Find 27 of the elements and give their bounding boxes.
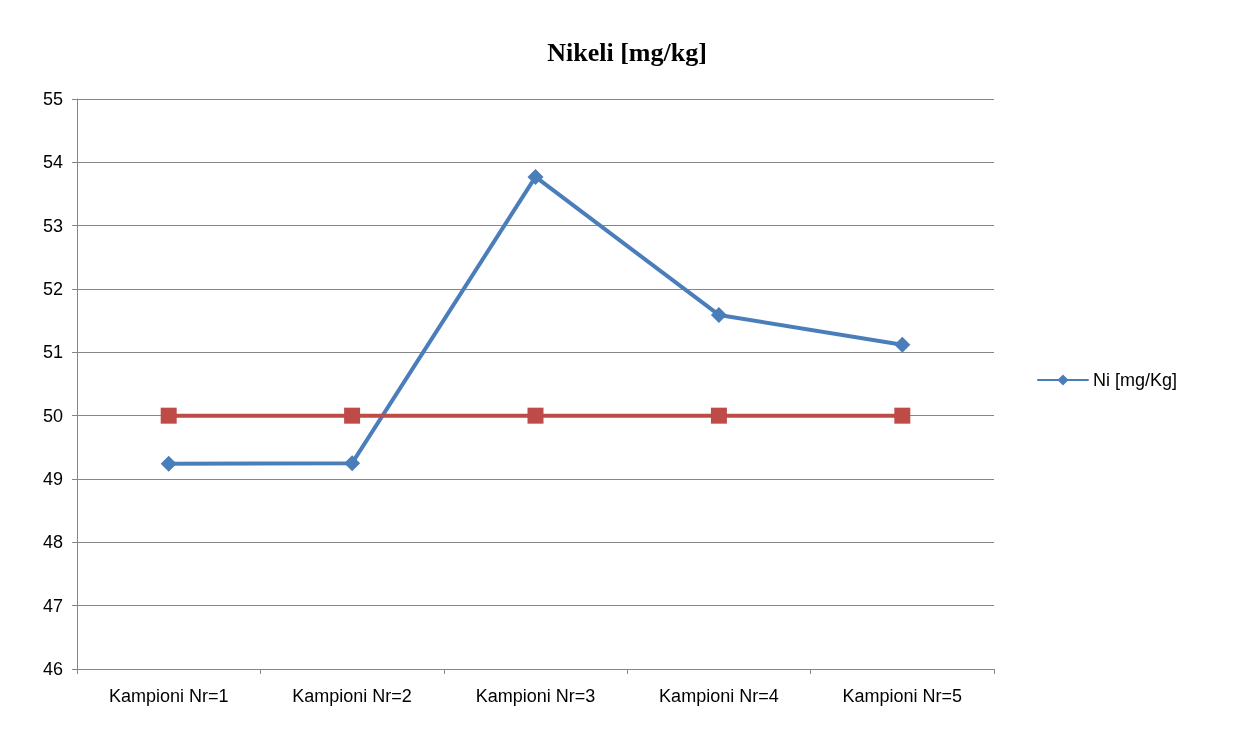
y-tick-label: 49 bbox=[42, 469, 63, 489]
legend-label: Ni [mg/Kg] bbox=[1093, 370, 1178, 390]
point bbox=[527, 407, 544, 424]
point bbox=[710, 407, 727, 424]
point bbox=[710, 306, 727, 323]
y-tick-label: 52 bbox=[42, 279, 63, 299]
point bbox=[344, 455, 361, 472]
x-tick-label: Kampioni Nr=5 bbox=[842, 686, 963, 706]
chart-title: Nikeli [mg/kg] bbox=[547, 37, 707, 67]
point bbox=[160, 407, 177, 424]
point bbox=[160, 455, 177, 472]
y-tick-label: 51 bbox=[42, 342, 63, 363]
point bbox=[894, 407, 911, 424]
x-tick-label: Kampioni Nr=1 bbox=[108, 686, 229, 706]
y-tick-label: 46 bbox=[42, 659, 63, 679]
point bbox=[527, 168, 544, 185]
y-tick-label: 53 bbox=[42, 215, 63, 236]
y-tick-label: 48 bbox=[42, 532, 63, 553]
x-tick-label: Kampioni Nr=3 bbox=[475, 686, 596, 706]
point bbox=[344, 407, 361, 424]
x-tick-label: Kampioni Nr=4 bbox=[659, 686, 779, 706]
y-tick-label: 50 bbox=[42, 405, 63, 426]
y-tick-label: 55 bbox=[42, 89, 63, 109]
y-tick-label: 47 bbox=[42, 595, 63, 616]
y-tick-label: 54 bbox=[42, 152, 63, 173]
x-tick-label: Kampioni Nr=2 bbox=[292, 686, 412, 706]
point bbox=[894, 336, 911, 353]
